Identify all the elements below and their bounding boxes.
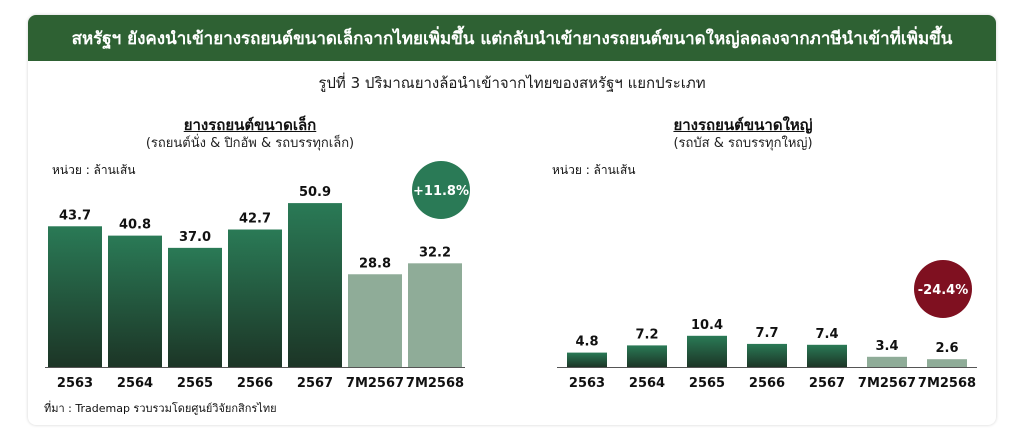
tick-label-2563: 2563 [57,376,93,391]
left-chart-title: ยางรถยนต์ขนาดเล็ก [183,116,317,134]
data-label-2564: 40.8 [119,218,151,233]
data-label-7M2568: 32.2 [419,245,451,260]
tick-label-2565: 2565 [177,376,213,391]
left-chart-unit: หน่วย : ล้านเส้น [52,163,136,177]
data-label-2564: 7.2 [635,327,658,342]
bar-2563 [48,226,102,367]
tick-label-2565: 2565 [689,376,725,391]
header-banner: สหรัฐฯ ยังคงนำเข้ายางรถยนต์ขนาดเล็กจากไท… [28,15,996,61]
bar-2565 [687,335,727,367]
data-label-7M2567: 3.4 [875,339,898,354]
tick-label-2566: 2566 [237,376,273,391]
data-label-2567: 50.9 [299,185,331,200]
tick-label-2564: 2564 [117,376,153,391]
header-title: สหรัฐฯ ยังคงนำเข้ายางรถยนต์ขนาดเล็กจากไท… [71,28,953,49]
data-label-2563: 4.8 [575,335,598,350]
right-chart-title: ยางรถยนต์ขนาดใหญ่ [673,116,813,134]
figure-title: รูปที่ 3 ปริมาณยางล้อนำเข้าจากไทยของสหรั… [318,74,706,92]
change-badge-label: +11.8% [413,184,469,199]
bar-2566 [228,229,282,367]
tick-label-7M2567: 7M2567 [858,376,916,391]
data-label-2566: 42.7 [239,212,271,227]
left-chart-subtitle: (รถยนต์นั่ง & ปิกอัพ & รถบรรทุกเล็ก) [145,136,355,151]
bar-2565 [168,247,222,367]
right-chart-unit: หน่วย : ล้านเส้น [552,163,636,177]
bar-2567 [807,344,847,367]
bar-2564 [108,235,162,367]
change-badge-label: -24.4% [918,283,969,298]
bar-7M2567 [867,356,907,367]
tick-label-7M2567: 7M2567 [346,376,404,391]
data-label-7M2567: 28.8 [359,256,391,271]
bar-2564 [627,345,667,367]
data-label-2565: 10.4 [691,318,723,333]
bar-7M2568 [408,263,462,367]
tick-label-2563: 2563 [569,376,605,391]
bar-7M2568 [927,359,967,367]
data-label-2565: 37.0 [179,230,211,245]
data-label-2567: 7.4 [815,327,838,342]
tick-label-2564: 2564 [629,376,665,391]
tick-label-2566: 2566 [749,376,785,391]
bar-7M2567 [348,274,402,367]
source-note: ที่มา : Trademap รวบรวมโดยศูนย์วิจัยกสิก… [44,402,277,415]
data-label-2566: 7.7 [755,326,778,341]
bar-2567 [288,203,342,367]
change-badge [914,260,972,318]
change-badge [412,161,470,219]
data-label-2563: 43.7 [59,208,91,223]
right-chart-subtitle: (รถบัส & รถบรรทุกใหญ่) [673,136,813,151]
tick-label-2567: 2567 [809,376,845,391]
bar-2563 [567,352,607,367]
tick-label-7M2568: 7M2568 [406,376,464,391]
tick-label-7M2568: 7M2568 [918,376,976,391]
data-label-7M2568: 2.6 [935,341,958,356]
bar-2566 [747,343,787,367]
tick-label-2567: 2567 [297,376,333,391]
